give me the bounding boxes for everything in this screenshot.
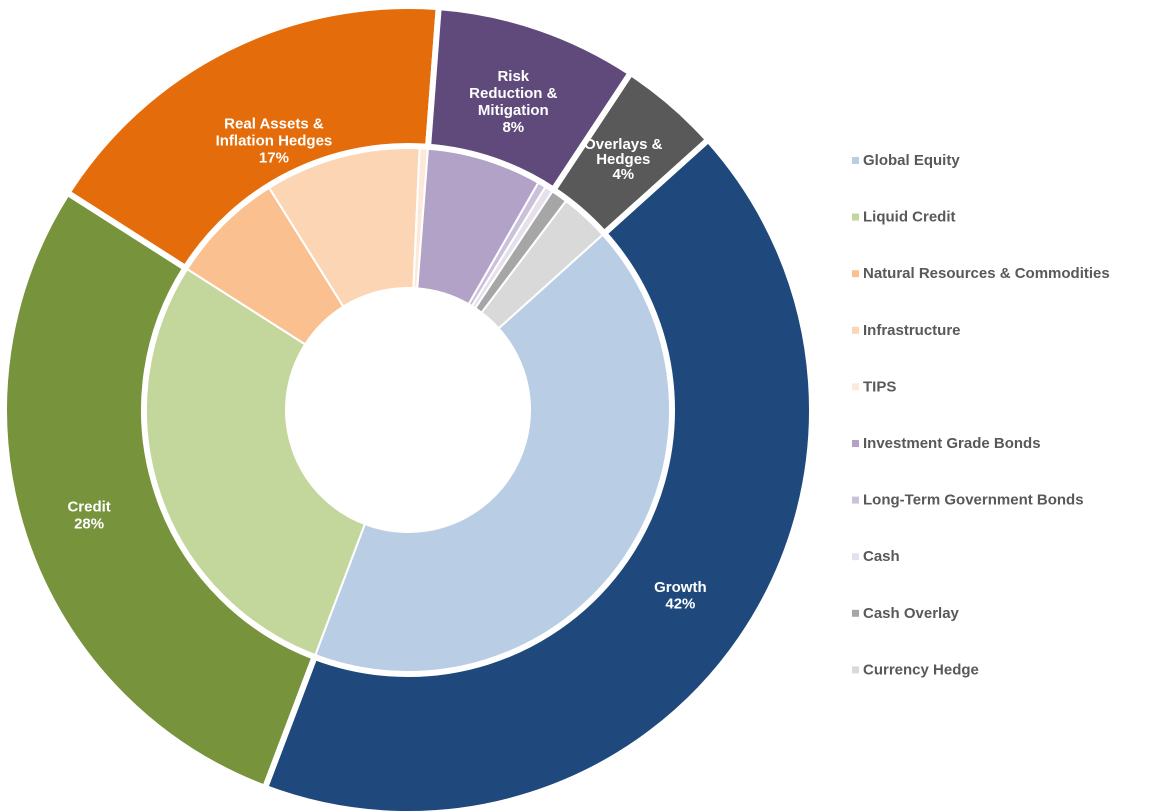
segment-value: 4% — [612, 166, 634, 183]
outer-segment — [549, 68, 713, 238]
legend-swatch — [852, 609, 859, 617]
outer-segment — [1, 188, 319, 792]
label-line: Hedges — [596, 151, 650, 168]
label-line: Risk — [497, 68, 529, 85]
label-line: Inflation Hedges — [216, 133, 333, 150]
legend-swatch — [852, 213, 859, 221]
segment-value: 17% — [259, 150, 289, 167]
legend-label: Global Equity — [863, 152, 960, 169]
legend-label: TIPS — [863, 378, 896, 395]
legend-label: Currency Hedge — [863, 661, 979, 678]
legend-swatch — [852, 440, 859, 447]
segment-value: 42% — [665, 596, 695, 613]
segment-value: 8% — [502, 119, 524, 136]
label-line: Growth — [654, 579, 707, 596]
legend-swatch — [852, 326, 859, 334]
legend-label: Long-Term Government Bonds — [863, 492, 1084, 509]
legend-label: Investment Grade Bonds — [863, 435, 1041, 452]
outer-segment — [261, 135, 815, 812]
legend-swatch — [852, 270, 859, 278]
legend-label: Cash — [863, 548, 900, 565]
legend-label: Liquid Credit — [863, 209, 956, 226]
legend-label: Cash Overlay — [863, 605, 960, 622]
segment-label: Overlays & Hedges — [584, 136, 663, 168]
segment-label: Credit — [67, 498, 110, 515]
label-line: Reduction & — [469, 85, 557, 102]
legend-swatch — [852, 496, 859, 504]
segment-label: Real Assets & Inflation Hedges — [216, 116, 333, 150]
label-line: Real Assets & — [224, 116, 324, 133]
segment-label: Risk Reduction & Mitigation — [469, 68, 557, 119]
legend-swatch — [852, 666, 859, 674]
segment-value: 28% — [74, 515, 104, 532]
segment-label: Growth — [654, 579, 707, 596]
label-line: Overlays & — [584, 136, 663, 153]
label-line: Credit — [67, 498, 110, 515]
legend-swatch — [852, 157, 859, 164]
label-line: Mitigation — [478, 102, 549, 119]
legend-swatch — [852, 553, 859, 561]
legend-label: Natural Resources & Commodities — [863, 265, 1110, 282]
outer-segment — [63, 3, 442, 273]
legend-label: Infrastructure — [863, 322, 961, 339]
legend-swatch — [852, 383, 859, 391]
